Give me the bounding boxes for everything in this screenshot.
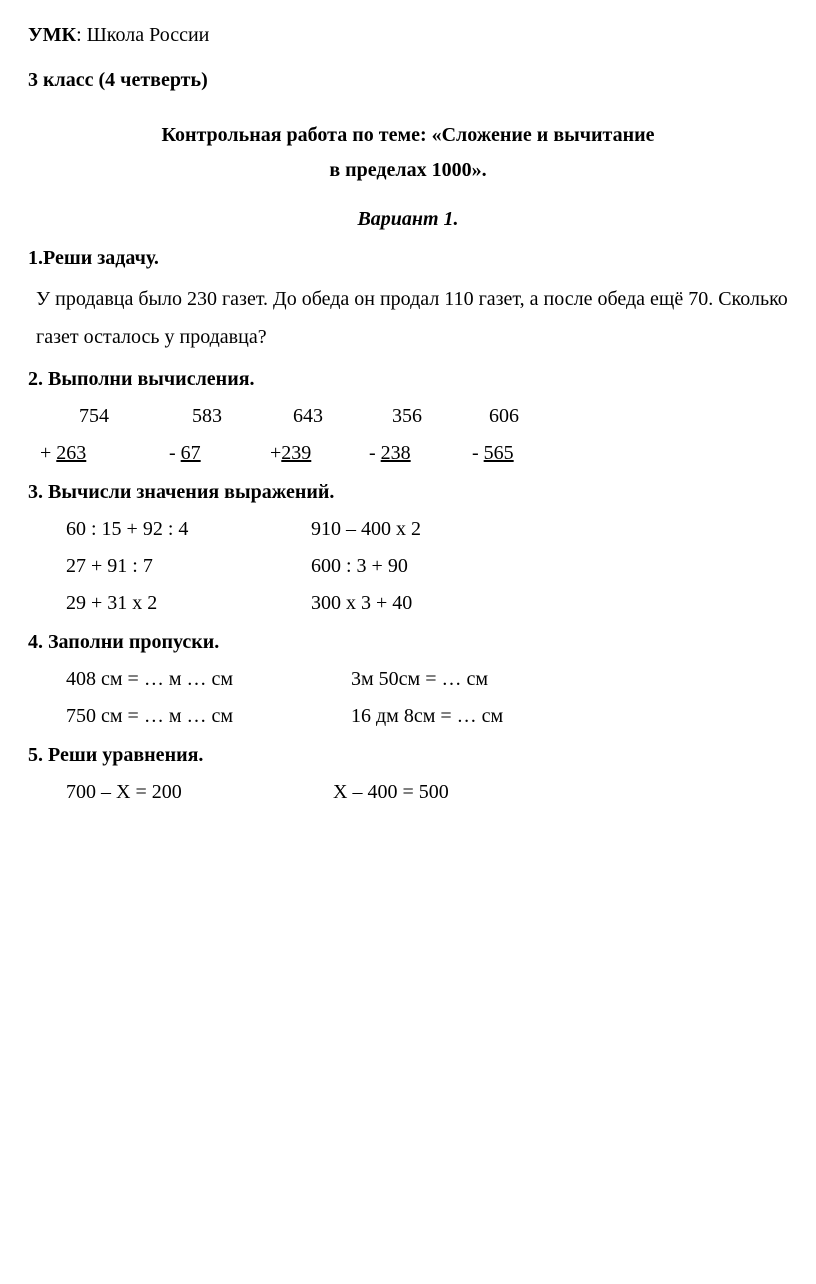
q3-r2-r: 300 х 3 + 40 xyxy=(311,588,412,619)
q1-text: У продавца было 230 газет. До обеда он п… xyxy=(36,280,788,356)
variant-label: Вариант 1. xyxy=(28,204,788,235)
q2-r2-c-sign: + xyxy=(270,442,281,464)
q2-r2-b-sign: - xyxy=(169,442,181,464)
q2-r1-a: 754 xyxy=(79,401,187,432)
q5-row-0: 700 – Х = 200 Х – 400 = 500 xyxy=(66,777,788,808)
q5-head: 5. Реши уравнения. xyxy=(28,740,788,771)
q5-r0-l: 700 – Х = 200 xyxy=(66,777,328,808)
q2-r2-a-num: 263 xyxy=(56,442,86,464)
q3-r1-r: 600 : 3 + 90 xyxy=(311,551,408,582)
q2-r2-e: - 565 xyxy=(472,438,514,469)
q4-r1-r: 16 дм 8см = … см xyxy=(351,701,503,732)
q2-r1-c: 643 xyxy=(293,401,387,432)
main-title-line2: в пределах 1000». xyxy=(28,155,788,186)
q4-head: 4. Заполни пропуски. xyxy=(28,627,788,658)
umk-value: : Школа России xyxy=(76,24,209,46)
q2-r2-b-num: 67 xyxy=(181,442,201,464)
q4-r0-r: 3м 50см = … см xyxy=(351,664,488,695)
q3-r1-l: 27 + 91 : 7 xyxy=(66,551,306,582)
q2-r1-d: 356 xyxy=(392,401,484,432)
q2-row2: + 263 - 67 +239 - 238 - 565 xyxy=(40,438,788,469)
q2-r2-d-num: 238 xyxy=(381,442,411,464)
q3-row-2: 29 + 31 х 2 300 х 3 + 40 xyxy=(66,588,788,619)
q2-r2-b-under: 67 xyxy=(181,442,201,464)
q3-row-1: 27 + 91 : 7 600 : 3 + 90 xyxy=(66,551,788,582)
header-umk: УМК: Школа России xyxy=(28,20,788,51)
q2-r2-d-sign: - xyxy=(369,442,381,464)
q4-r0-l: 408 см = … м … см xyxy=(66,664,346,695)
q3-r2-l: 29 + 31 х 2 xyxy=(66,588,306,619)
q4-r1-l: 750 см = … м … см xyxy=(66,701,346,732)
q1-head: 1.Реши задачу. xyxy=(28,243,788,274)
q4-row-0: 408 см = … м … см 3м 50см = … см xyxy=(66,664,788,695)
q2-r2-d: - 238 xyxy=(369,438,467,469)
umk-label: УМК xyxy=(28,24,76,46)
q3-head: 3. Вычисли значения выражений. xyxy=(28,477,788,508)
main-title-line1: Контрольная работа по теме: «Сложение и … xyxy=(28,120,788,151)
q3-row-0: 60 : 15 + 92 : 4 910 – 400 х 2 xyxy=(66,514,788,545)
q2-r2-e-sign: - xyxy=(472,442,484,464)
q2-r2-c-num: 239 xyxy=(281,442,311,464)
q2-r1-b: 583 xyxy=(192,401,288,432)
q2-r1-e: 606 xyxy=(489,401,579,432)
q2-r2-b: - 67 xyxy=(169,438,265,469)
q2-r2-e-num: 565 xyxy=(484,442,514,464)
q2-r2-c: +239 xyxy=(270,438,364,469)
q3-r0-l: 60 : 15 + 92 : 4 xyxy=(66,514,306,545)
header-grade: 3 класс (4 четверть) xyxy=(28,65,788,96)
q2-r2-a-sign: + xyxy=(40,442,56,464)
q2-head: 2. Выполни вычисления. xyxy=(28,364,788,395)
q4-row-1: 750 см = … м … см 16 дм 8см = … см xyxy=(66,701,788,732)
q2-r2-a: + 263 xyxy=(40,438,164,469)
q5-r0-r: Х – 400 = 500 xyxy=(333,777,449,808)
q3-r0-r: 910 – 400 х 2 xyxy=(311,514,421,545)
q2-row1: 754 583 643 356 606 xyxy=(56,401,788,432)
